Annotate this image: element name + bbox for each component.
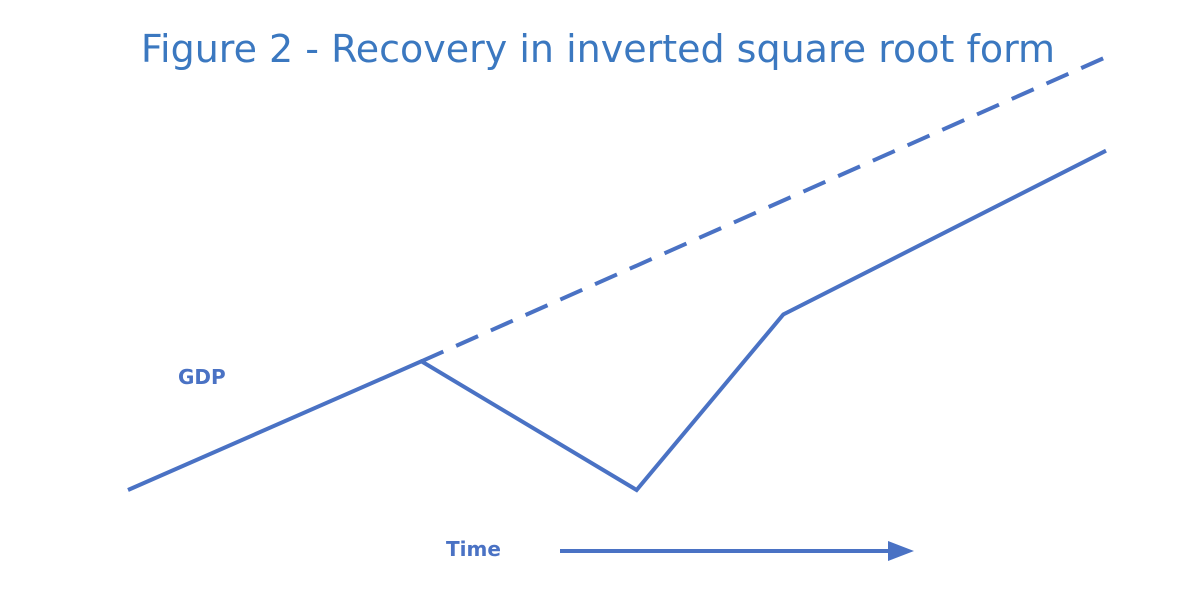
time-label: Time — [446, 537, 501, 561]
arrow-right-icon — [560, 541, 914, 561]
gdp-label: GDP — [178, 365, 226, 389]
pre-crisis-trend-line — [420, 55, 1107, 364]
gdp-recovery-line — [127, 148, 1107, 493]
figure-title: Figure 2 - Recovery in inverted square r… — [141, 27, 1055, 71]
